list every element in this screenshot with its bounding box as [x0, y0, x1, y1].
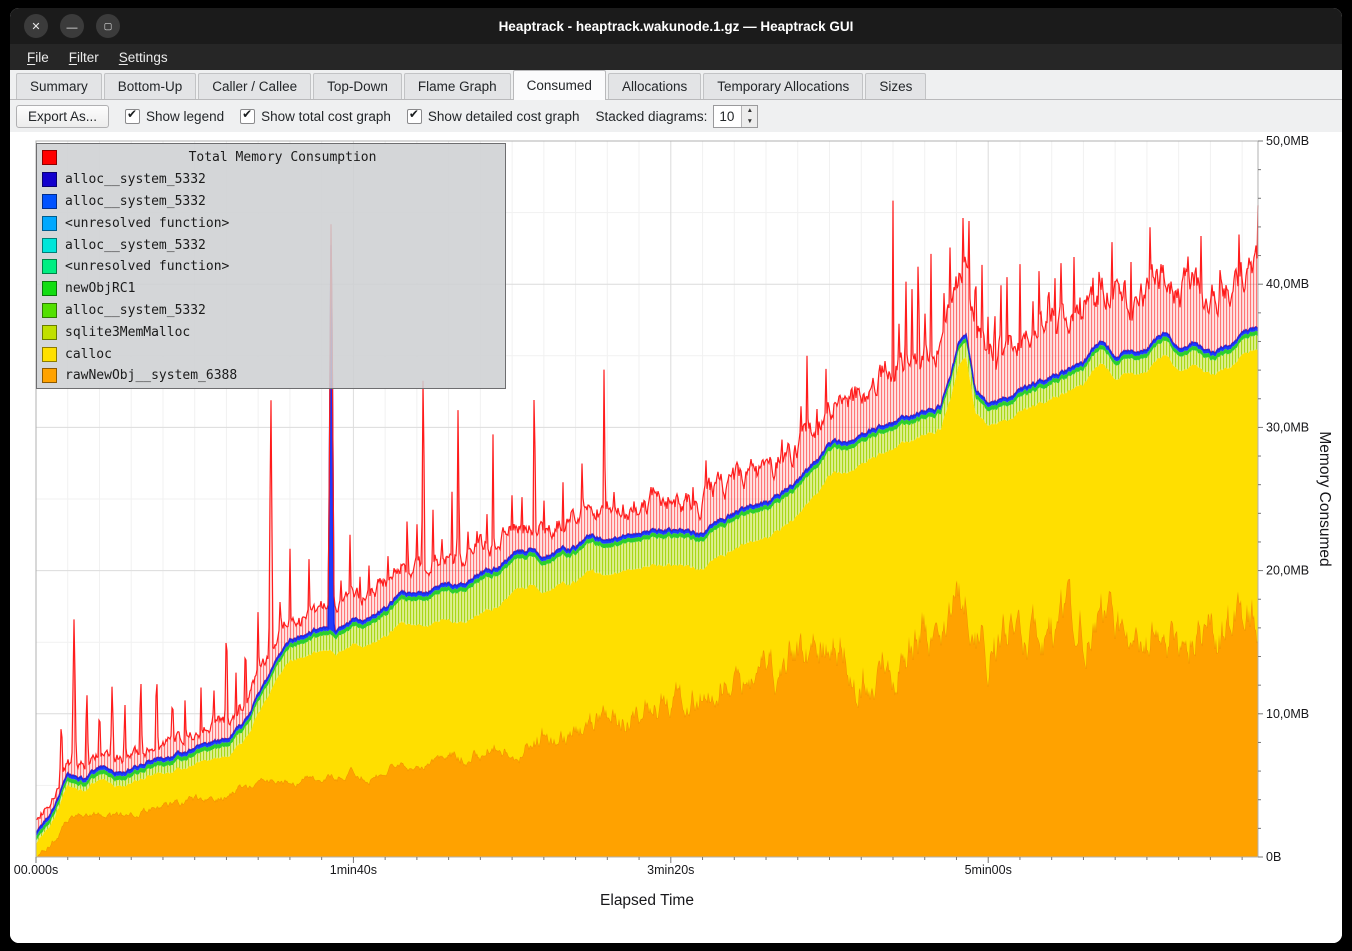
legend-item: <unresolved function>: [42, 256, 500, 278]
memory-consumption-chart[interactable]: 00.000s 1min40s 3min20s 5min00s 0B 10,0MB 20,0…: [10, 132, 1342, 943]
show-total-cost-checkbox[interactable]: [240, 107, 256, 124]
legend-label: newObjRC1: [65, 281, 136, 297]
tab-flame-graph[interactable]: Flame Graph: [403, 73, 511, 99]
y-tick-label: 50,0MB: [1266, 134, 1309, 148]
series-total-area: [36, 200, 1258, 833]
show-detailed-cost-group: Show detailed cost graph: [406, 107, 580, 124]
spin-down-button[interactable]: ▼: [742, 116, 757, 127]
show-legend-group: Show legend: [125, 107, 225, 124]
plot-border: [35, 140, 1259, 858]
menu-filter[interactable]: Filter: [68, 49, 99, 65]
x-tick-label: 00.000s: [14, 863, 58, 877]
show-legend-label: Show legend: [146, 108, 225, 124]
legend-swatch: [42, 215, 57, 231]
axis-ticks: [35, 140, 1263, 863]
tab-temporary-allocations[interactable]: Temporary Allocations: [703, 73, 864, 99]
legend-label: alloc__system_5332: [65, 193, 206, 209]
tab-summary[interactable]: Summary: [16, 73, 102, 99]
maximize-icon: ▢: [103, 20, 113, 31]
y-tick-label: 40,0MB: [1266, 277, 1309, 291]
stacked-diagrams-label: Stacked diagrams:: [595, 108, 708, 124]
show-detailed-cost-checkbox[interactable]: [406, 107, 422, 124]
close-button[interactable]: ✕: [24, 14, 48, 38]
legend-swatch: [42, 281, 57, 297]
window-title: Heaptrack - heaptrack.wakunode.1.gz — He…: [498, 18, 854, 34]
legend-swatch: [42, 324, 57, 340]
chart-area: 00.000s 1min40s 3min20s 5min00s 0B 10,0MB 20,0…: [10, 132, 1342, 943]
stacked-diagrams-spinbox[interactable]: 10 ▲ ▼: [713, 104, 759, 128]
legend-item: alloc__system_5332: [42, 169, 500, 191]
legend-title: Total Memory Consumption: [188, 150, 377, 166]
legend-item: newObjRC1: [42, 278, 500, 300]
legend-item: <unresolved function>: [42, 212, 500, 234]
legend-swatch: [42, 193, 57, 209]
tab-allocations[interactable]: Allocations: [607, 73, 702, 99]
legend-label: sqlite3MemMalloc: [65, 324, 191, 340]
minimize-icon: —: [66, 22, 78, 34]
legend-item: alloc__system_5332: [42, 191, 500, 213]
x-axis-title: Elapsed Time: [600, 892, 694, 909]
series-total-line: [35, 200, 1259, 821]
legend-title-row: Total Memory Consumption: [42, 147, 500, 169]
legend-swatch: [42, 259, 57, 275]
legend-label: rawNewObj__system_6388: [65, 368, 238, 384]
window-controls: ✕ — ▢: [24, 14, 120, 38]
y-tick-label: 20,0MB: [1266, 564, 1309, 578]
chevron-up-icon: ▲: [746, 107, 754, 115]
chart-legend: Total Memory Consumption alloc__system_5…: [36, 143, 506, 389]
legend-label: <unresolved function>: [65, 259, 230, 275]
legend-item: sqlite3MemMalloc: [42, 321, 500, 343]
legend-swatch: [42, 368, 57, 384]
tab-top-down[interactable]: Top-Down: [313, 73, 402, 99]
y-tick-label: 30,0MB: [1266, 420, 1309, 434]
chevron-down-icon: ▼: [746, 117, 754, 125]
legend-label: calloc: [65, 346, 112, 362]
show-legend-checkbox[interactable]: [125, 107, 141, 124]
toolbar: Export As... Show legend Show total cost…: [10, 100, 1342, 132]
x-tick-label: 3min20s: [647, 863, 694, 877]
legend-swatch: [42, 172, 57, 188]
tabbar: Summary Bottom-Up Caller / Callee Top-Do…: [10, 70, 1342, 100]
legend-item: calloc: [42, 343, 500, 365]
legend-item: alloc__system_5332: [42, 300, 500, 322]
legend-label: alloc__system_5332: [65, 237, 206, 253]
stacked-diagrams-group: Stacked diagrams: 10 ▲ ▼: [595, 104, 759, 128]
tab-sizes[interactable]: Sizes: [865, 73, 927, 99]
menubar: File Filter Settings: [10, 44, 1342, 70]
show-total-cost-label: Show total cost graph: [261, 108, 391, 124]
app-window: ✕ — ▢ Heaptrack - heaptrack.wakunode.1.g…: [10, 8, 1342, 943]
y-tick-label: 0B: [1266, 850, 1281, 864]
titlebar: ✕ — ▢ Heaptrack - heaptrack.wakunode.1.g…: [10, 8, 1342, 44]
show-detailed-cost-label: Show detailed cost graph: [427, 108, 580, 124]
show-total-cost-group: Show total cost graph: [240, 107, 391, 124]
menu-settings[interactable]: Settings: [118, 49, 168, 65]
maximize-button[interactable]: ▢: [96, 14, 120, 38]
tab-bottom-up[interactable]: Bottom-Up: [103, 73, 197, 99]
legend-item: alloc__system_5332: [42, 234, 500, 256]
menu-file[interactable]: File: [27, 49, 49, 65]
spin-up-button[interactable]: ▲: [742, 106, 757, 117]
export-as-button[interactable]: Export As...: [16, 104, 110, 128]
legend-label: alloc__system_5332: [65, 172, 206, 188]
close-icon: ✕: [31, 20, 41, 33]
legend-item: rawNewObj__system_6388: [42, 365, 500, 387]
tab-caller-callee[interactable]: Caller / Callee: [198, 73, 312, 99]
legend-swatch: [42, 237, 57, 253]
minimize-button[interactable]: —: [60, 14, 84, 38]
legend-swatch: [42, 302, 57, 318]
series-rawnewobj-area: [36, 578, 1258, 857]
y-axis-title: Memory Consumed: [1316, 431, 1333, 566]
series-calloc-area: [36, 349, 1258, 857]
legend-label: alloc__system_5332: [65, 302, 206, 318]
legend-swatch: [42, 346, 57, 362]
x-tick-label: 1min40s: [330, 863, 377, 877]
x-tick-label: 5min00s: [965, 863, 1012, 877]
tab-consumed[interactable]: Consumed: [512, 70, 606, 100]
y-tick-label: 10,0MB: [1266, 707, 1309, 721]
stacked-diagrams-value[interactable]: 10: [719, 108, 735, 124]
legend-label: <unresolved function>: [65, 215, 230, 231]
legend-title-swatch: [42, 150, 57, 166]
